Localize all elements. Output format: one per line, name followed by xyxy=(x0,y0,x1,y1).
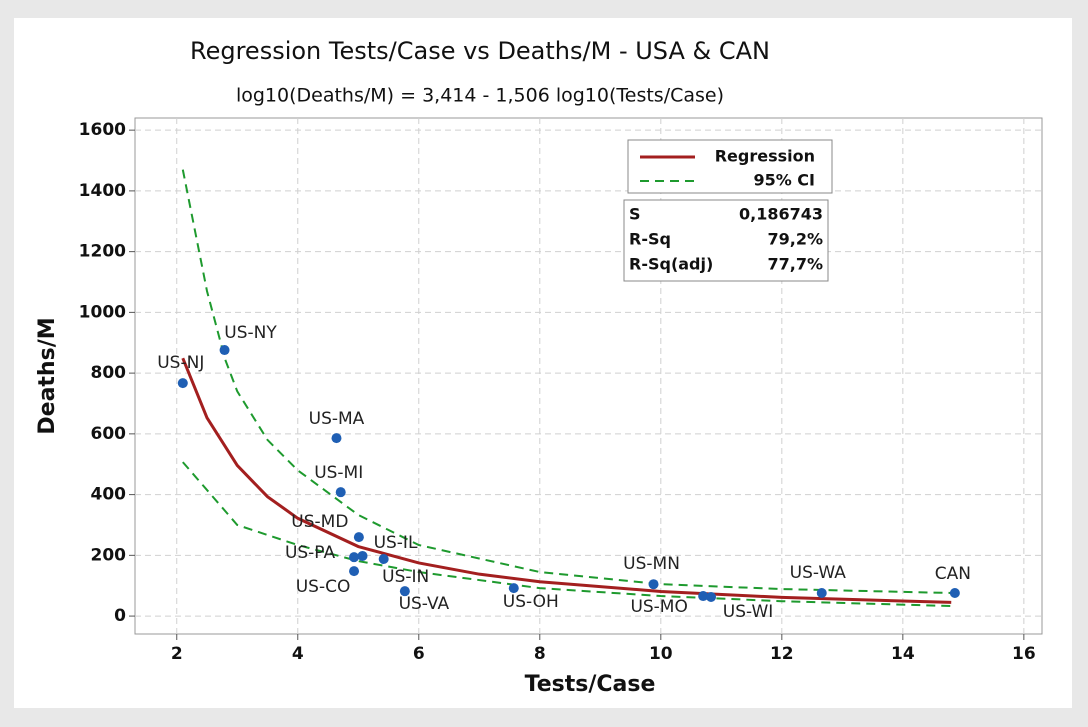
chart-title: Regression Tests/Case vs Deaths/M - USA … xyxy=(190,37,770,65)
x-tick-label: 6 xyxy=(413,644,425,664)
y-axis-title: Deaths/M xyxy=(35,317,60,434)
point-label: US-VA xyxy=(399,594,450,614)
x-tick-label: 10 xyxy=(649,644,673,664)
legend-box xyxy=(627,139,833,194)
data-point xyxy=(357,550,368,561)
data-point xyxy=(335,487,346,498)
y-tick-label: 0 xyxy=(114,606,126,626)
point-label: CAN xyxy=(935,564,971,584)
y-tick-label: 1400 xyxy=(79,181,126,201)
point-label: US-WA xyxy=(790,563,847,583)
stat-value: 77,7% xyxy=(767,255,823,274)
data-point xyxy=(353,532,364,543)
x-tick-label: 4 xyxy=(292,644,304,664)
point-label: US-MI xyxy=(314,463,363,483)
data-point xyxy=(349,566,360,577)
x-tick-label: 16 xyxy=(1012,644,1036,664)
point-label: US-CO xyxy=(296,577,351,597)
data-point xyxy=(698,591,709,602)
regression-line xyxy=(181,357,952,604)
y-tick-label: 800 xyxy=(91,363,127,383)
x-tick-label: 2 xyxy=(171,644,183,664)
x-tick-label: 14 xyxy=(891,644,915,664)
y-tick-label: 1200 xyxy=(79,242,126,262)
data-point xyxy=(949,587,960,598)
point-label: US-OH xyxy=(503,592,559,612)
data-point xyxy=(706,591,717,602)
point-label: US-MN xyxy=(623,554,680,574)
point-label: US-MD xyxy=(291,512,348,532)
point-label: US-NJ xyxy=(157,353,204,373)
y-tick-label: 200 xyxy=(91,545,127,565)
point-label: US-IL xyxy=(374,533,418,553)
ci-line xyxy=(182,461,952,608)
legend-label: 95% CI xyxy=(753,171,815,190)
data-point xyxy=(219,345,230,356)
chart-subtitle: log10(Deaths/M) = 3,414 - 1,506 log10(Te… xyxy=(236,85,724,107)
stat-name: S xyxy=(629,205,641,224)
stat-name: R-Sq(adj) xyxy=(629,255,713,274)
point-label: US-PA xyxy=(285,543,336,563)
plot-area xyxy=(134,117,1043,635)
y-tick-label: 600 xyxy=(91,424,127,444)
data-point xyxy=(349,552,360,563)
point-label: US-MA xyxy=(309,409,365,429)
y-tick-label: 1600 xyxy=(79,120,126,140)
x-tick-label: 12 xyxy=(770,644,794,664)
stat-name: R-Sq xyxy=(629,230,671,249)
data-point xyxy=(177,378,188,389)
x-axis-title: Tests/Case xyxy=(525,672,656,697)
legend-label: Regression xyxy=(715,147,815,166)
stats-box xyxy=(623,199,829,282)
data-point xyxy=(508,583,519,594)
point-label: US-WI xyxy=(723,602,774,622)
point-label: US-IN xyxy=(382,567,429,587)
data-point xyxy=(378,553,389,564)
point-label: US-MO xyxy=(630,597,687,617)
y-tick-label: 1000 xyxy=(79,302,126,322)
data-point xyxy=(648,579,659,590)
stat-value: 79,2% xyxy=(767,230,823,249)
y-tick-label: 400 xyxy=(91,485,127,505)
data-point xyxy=(331,433,342,444)
data-point xyxy=(816,587,827,598)
point-label: US-NY xyxy=(224,323,277,343)
data-point xyxy=(399,586,410,597)
stat-value: 0,186743 xyxy=(739,205,823,224)
x-tick-label: 8 xyxy=(534,644,546,664)
